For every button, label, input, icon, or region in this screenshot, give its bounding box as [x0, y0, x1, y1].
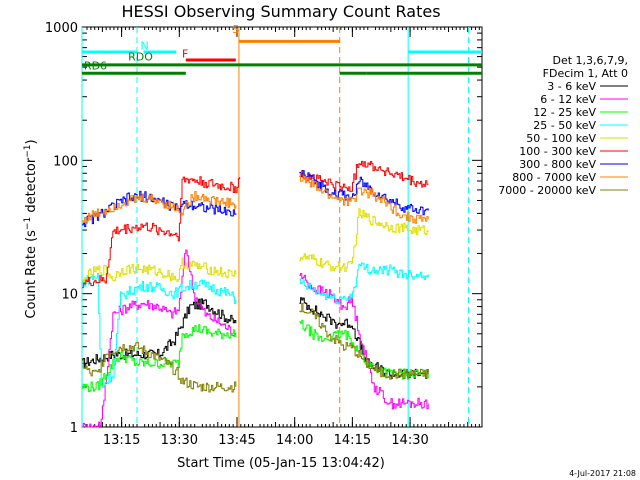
- flag-label: S: [232, 23, 239, 36]
- x-tick-label: 14:30: [391, 433, 428, 448]
- legend-entry-label: 100 - 300 keV: [519, 145, 596, 158]
- series-line: [82, 341, 237, 393]
- x-tick-label: 13:45: [218, 433, 255, 448]
- series-line: [82, 273, 237, 388]
- flag-label: N: [140, 39, 148, 52]
- series-line: [299, 160, 429, 192]
- series-line: [82, 176, 241, 289]
- legend-entry-label: 300 - 800 keV: [519, 158, 596, 171]
- y-tick-label: 1: [70, 421, 78, 436]
- y-tick-label: 10: [61, 288, 78, 303]
- series-line: [299, 297, 429, 379]
- series-line: [299, 208, 429, 272]
- legend-entry-label: 800 - 7000 keV: [512, 171, 596, 184]
- series-line: [299, 273, 429, 410]
- legend-entry-label: 7000 - 20000 keV: [498, 184, 596, 197]
- legend-entry-label: 50 - 100 keV: [526, 132, 596, 145]
- legend: Det 1,3,6,7,9,FDecim 1, Att 03 - 6 keV6 …: [498, 54, 628, 197]
- y-axis-label-part: Count Rate (s: [24, 230, 39, 319]
- y-axis-label-part: ): [24, 139, 39, 144]
- legend-header: Det 1,3,6,7,9,: [552, 54, 628, 67]
- flag-label: F: [182, 48, 188, 61]
- legend-entry-label: 25 - 50 keV: [533, 119, 596, 132]
- y-axis-label-superscript: −1: [23, 144, 33, 157]
- series-line: [299, 170, 429, 216]
- flag-label: RDO: [128, 51, 153, 64]
- series-line: [82, 324, 237, 392]
- x-tick-labels: 13:15 13:30 13:45 14:00 14:15 14:30: [103, 433, 429, 448]
- legend-entry-label: 6 - 12 keV: [540, 93, 596, 106]
- legend-header: FDecim 1, Att 0: [543, 67, 628, 80]
- series-line: [299, 319, 429, 380]
- legend-entry-label: 3 - 6 keV: [547, 80, 596, 93]
- plot-area: N S F RDO RD6: [81, 23, 483, 428]
- x-tick-label: 14:15: [334, 433, 371, 448]
- timestamp: 4-Jul-2017 21:08: [569, 469, 636, 478]
- x-tick-label: 14:00: [276, 433, 313, 448]
- y-tick-labels: 1 10 100 1000: [45, 21, 78, 436]
- series-line: [82, 249, 237, 428]
- series-line: [299, 262, 429, 305]
- x-tick-label: 13:15: [103, 433, 140, 448]
- series-line: [82, 191, 237, 224]
- series-line: [299, 302, 429, 380]
- y-axis-label: Count Rate (s−1 detector−1): [23, 139, 39, 318]
- series-line: [82, 257, 237, 284]
- flag-label: RD6: [84, 60, 107, 73]
- x-tick-label: 13:30: [161, 433, 198, 448]
- x-axis-label: Start Time (05-Jan-15 13:04:42): [177, 456, 385, 471]
- y-axis-label-superscript: −1: [23, 217, 33, 230]
- chart-title: HESSI Observing Summary Count Rates: [121, 2, 440, 21]
- series-line: [299, 173, 429, 224]
- legend-entry-label: 12 - 25 keV: [533, 106, 596, 119]
- y-axis-label-part: detector: [24, 157, 39, 217]
- y-tick-label: 100: [53, 154, 78, 169]
- y-tick-label: 1000: [45, 21, 78, 36]
